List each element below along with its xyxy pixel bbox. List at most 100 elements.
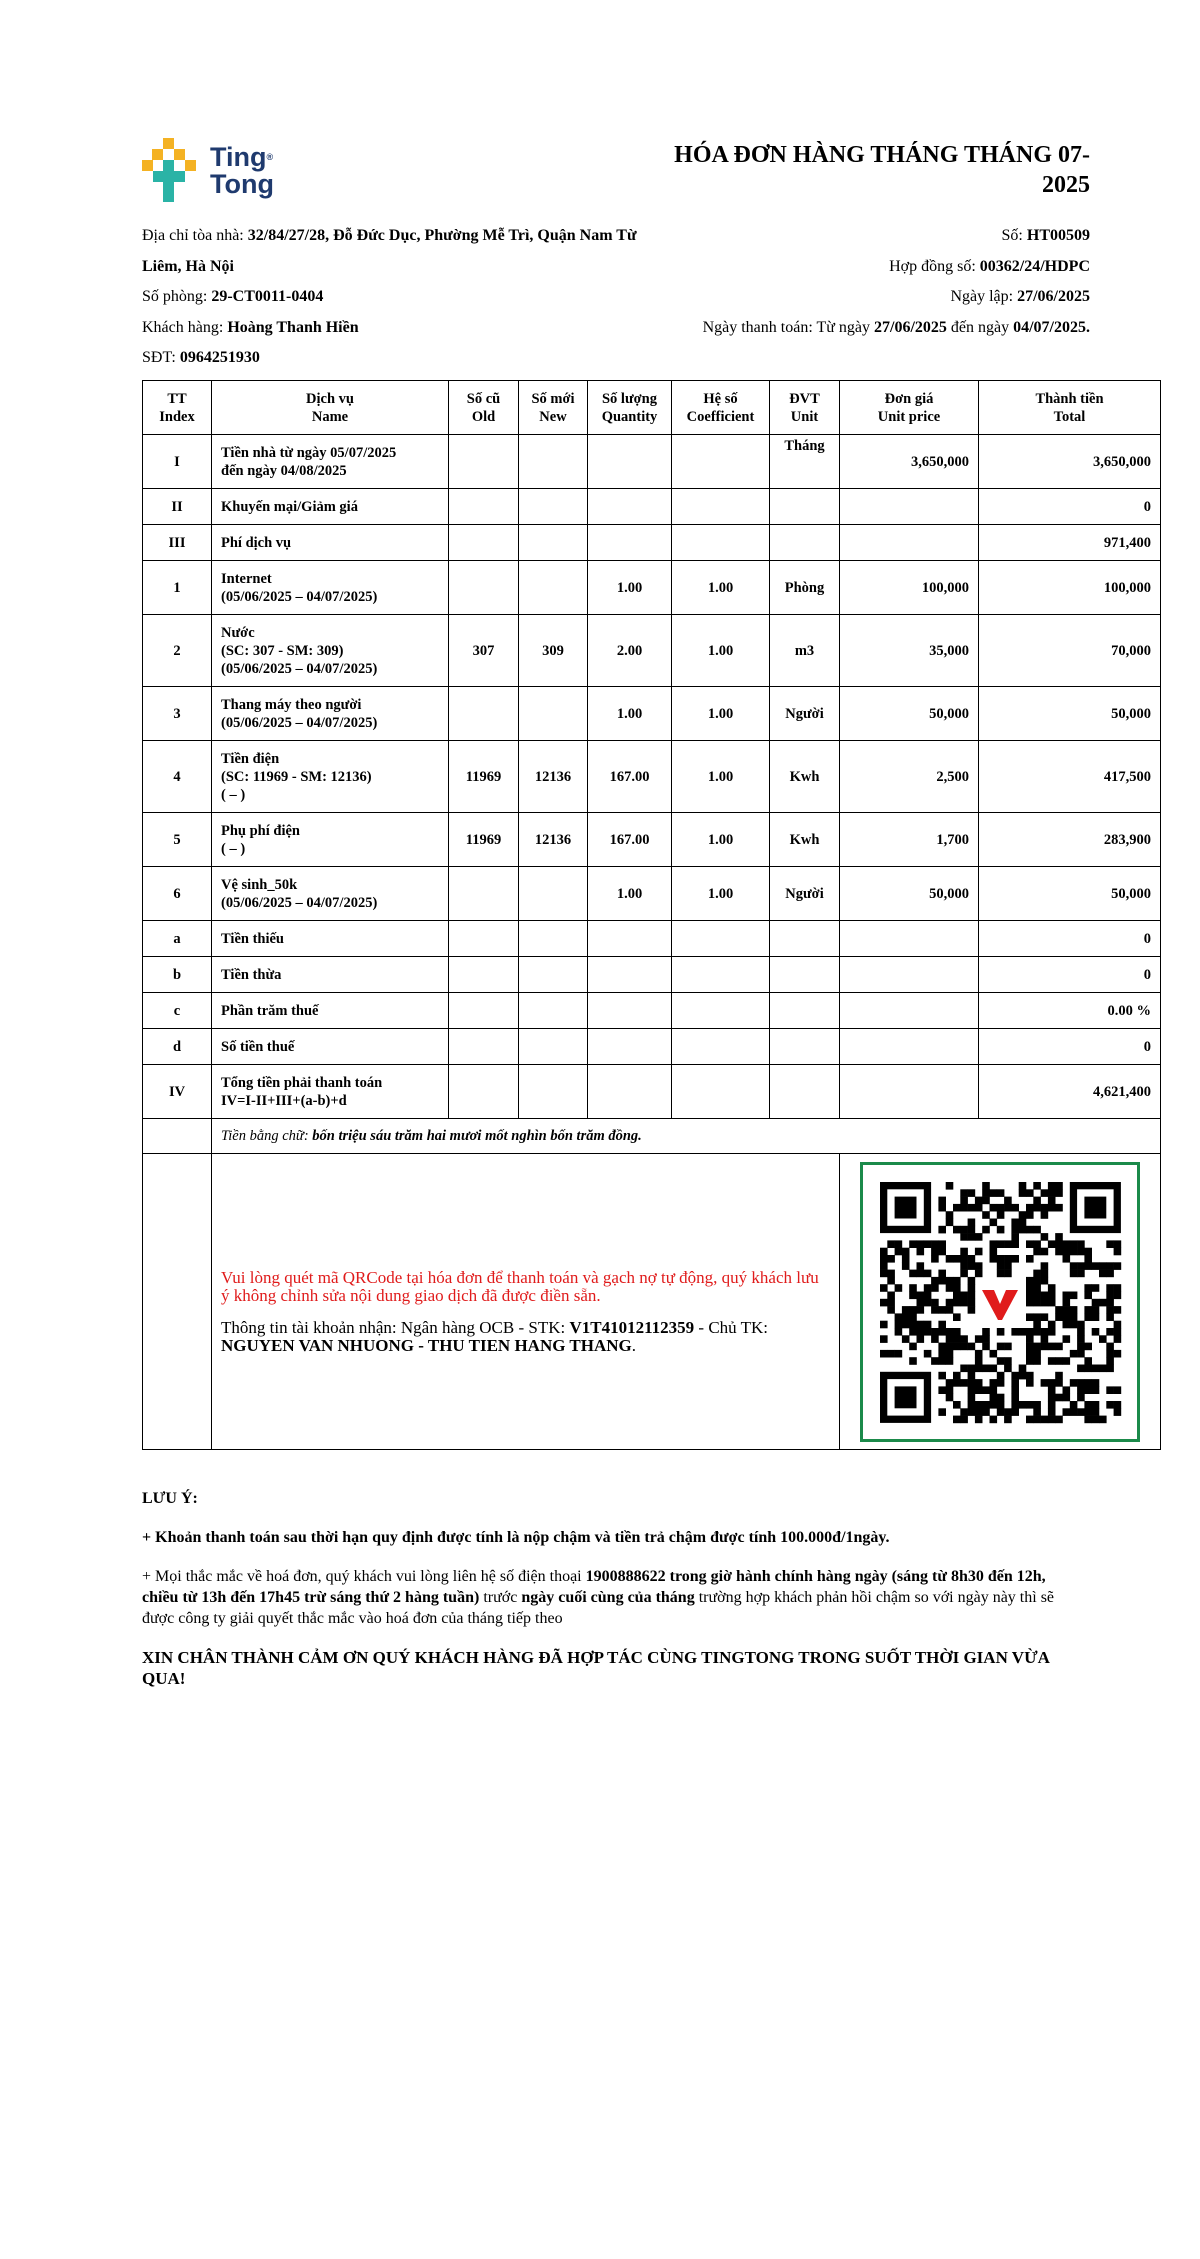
- cell: 0: [978, 1028, 1161, 1065]
- cell-text: 971,400: [1103, 534, 1151, 551]
- cell-text: 0: [1143, 1038, 1151, 1055]
- cell: 1.00: [587, 686, 672, 741]
- cell: 4,621,400: [978, 1064, 1161, 1119]
- cell: 0: [978, 488, 1161, 525]
- cell: [587, 1028, 672, 1065]
- cell-text: 417,500: [1103, 768, 1151, 785]
- cell: [839, 992, 979, 1029]
- cell: [448, 434, 519, 489]
- header-en: Total: [1053, 408, 1086, 425]
- cell: [587, 434, 672, 489]
- service-line: (05/06/2025 – 04/07/2025): [221, 714, 378, 731]
- cell: [839, 956, 979, 993]
- cell: Khuyến mại/Giảm giá: [211, 488, 449, 525]
- cell: 0: [978, 956, 1161, 993]
- cell: [518, 488, 588, 525]
- cell: [769, 1028, 840, 1065]
- cell: [518, 866, 588, 921]
- cell: [142, 1118, 212, 1154]
- cell-text: 12136: [534, 831, 572, 848]
- cell: 1.00: [671, 686, 770, 741]
- service-line: (05/06/2025 – 04/07/2025): [221, 894, 378, 911]
- header-en: Index: [159, 408, 195, 425]
- cell-text: 12136: [534, 768, 572, 785]
- header-vi: Hệ số: [703, 390, 738, 407]
- label: Khách hàng:: [142, 318, 228, 336]
- qr-code: [860, 1161, 1140, 1442]
- cell: 50,000: [978, 866, 1161, 921]
- cell: [587, 1064, 672, 1119]
- service-line: Phí dịch vụ: [221, 534, 292, 551]
- table-row: 6 Vệ sinh_50k (05/06/2025 – 04/07/2025) 1.0…: [142, 866, 1161, 921]
- cell: [587, 992, 672, 1029]
- service-line: Tiền thừa: [221, 966, 282, 983]
- cell: [839, 488, 979, 525]
- header-en: Coefficient: [686, 408, 755, 425]
- value: 00362/24/HDPC: [979, 257, 1090, 275]
- cell: III: [142, 524, 212, 561]
- cell-text: 1.00: [616, 705, 643, 722]
- header-en: Unit: [790, 408, 819, 425]
- cell: [518, 956, 588, 993]
- cell: 309: [518, 614, 588, 687]
- cell-text: 11969: [465, 831, 502, 848]
- cell: [448, 920, 519, 957]
- header-en: Unit price: [877, 408, 941, 425]
- cell-text: 4,621,400: [1093, 1083, 1151, 1100]
- text: - Chủ TK:: [694, 1317, 768, 1337]
- cell-text: 4: [173, 768, 181, 785]
- label: Ngày lập:: [950, 288, 1018, 305]
- cell-text: 100,000: [1103, 579, 1151, 596]
- cell-text: 167.00: [609, 831, 650, 848]
- header-en: Quantity: [601, 408, 658, 425]
- cell-text: 1.00: [707, 885, 734, 902]
- cell: 1.00: [587, 560, 672, 615]
- info-right: Số: HT00509 Hợp đồng số: 00362/24/HDPC N…: [570, 221, 1090, 343]
- cell-text: 167.00: [609, 768, 650, 785]
- service-line: ( – ): [221, 786, 246, 803]
- cell: c: [142, 992, 212, 1029]
- cell-text: 0.00 %: [1107, 1002, 1152, 1019]
- column-header: Thành tiền Total: [978, 380, 1161, 435]
- cell: [448, 1064, 519, 1119]
- cell: 100,000: [839, 560, 979, 615]
- table-row: b Tiền thừa 0: [142, 956, 1161, 993]
- thanks: XIN CHÂN THÀNH CẢM ƠN QUÝ KHÁCH HÀNG ĐÃ …: [142, 1648, 1049, 1688]
- cell: [769, 488, 840, 525]
- cell-text: 1.00: [707, 705, 734, 722]
- cell: b: [142, 956, 212, 993]
- cell: 1.00: [671, 866, 770, 921]
- cell: [671, 1028, 770, 1065]
- table-row: c Phần trăm thuế 0.00 %: [142, 992, 1161, 1029]
- header-vi: Số lượng: [601, 390, 657, 407]
- cell-text: Tháng: [784, 438, 825, 454]
- payment-row: Vui lòng quét mã QRCode tại hóa đơn để t…: [142, 1153, 1161, 1450]
- cell: [671, 1064, 770, 1119]
- cell: 417,500: [978, 740, 1161, 813]
- cell: [448, 686, 519, 741]
- note: + Khoản thanh toán sau thời hạn quy định…: [142, 1529, 890, 1546]
- header-vi: Dịch vụ: [306, 390, 354, 407]
- cell: 2,500: [839, 740, 979, 813]
- cell: 11969: [448, 812, 519, 867]
- logo: [142, 138, 196, 202]
- cell-text: 1.00: [707, 831, 734, 848]
- cell-text: 35,000: [929, 642, 969, 659]
- cell: 3,650,000: [839, 434, 979, 489]
- cell: Tiền thừa: [211, 956, 449, 993]
- header-en: New: [539, 408, 567, 425]
- table-row: d Số tiền thuế 0: [142, 1028, 1161, 1065]
- info-left: Địa chỉ tòa nhà: 32/84/27/28, Đỗ Đức Dục…: [142, 221, 662, 374]
- words-value: bốn triệu sáu trăm hai mươi mốt nghìn bố…: [312, 1128, 642, 1144]
- cell-text: 283,900: [1103, 831, 1151, 848]
- cell-text: 3,650,000: [1093, 453, 1151, 470]
- cell: I: [142, 434, 212, 489]
- column-header: TT Index: [142, 380, 212, 435]
- words-label: Tiền bằng chữ:: [221, 1128, 313, 1144]
- cell: [448, 560, 519, 615]
- column-header: Số cũ Old: [448, 380, 519, 435]
- text: ngày cuối cùng của tháng: [521, 1589, 695, 1606]
- cell-text: 6: [173, 885, 181, 902]
- service-line: Tiền điện: [221, 750, 280, 767]
- cell: [518, 1028, 588, 1065]
